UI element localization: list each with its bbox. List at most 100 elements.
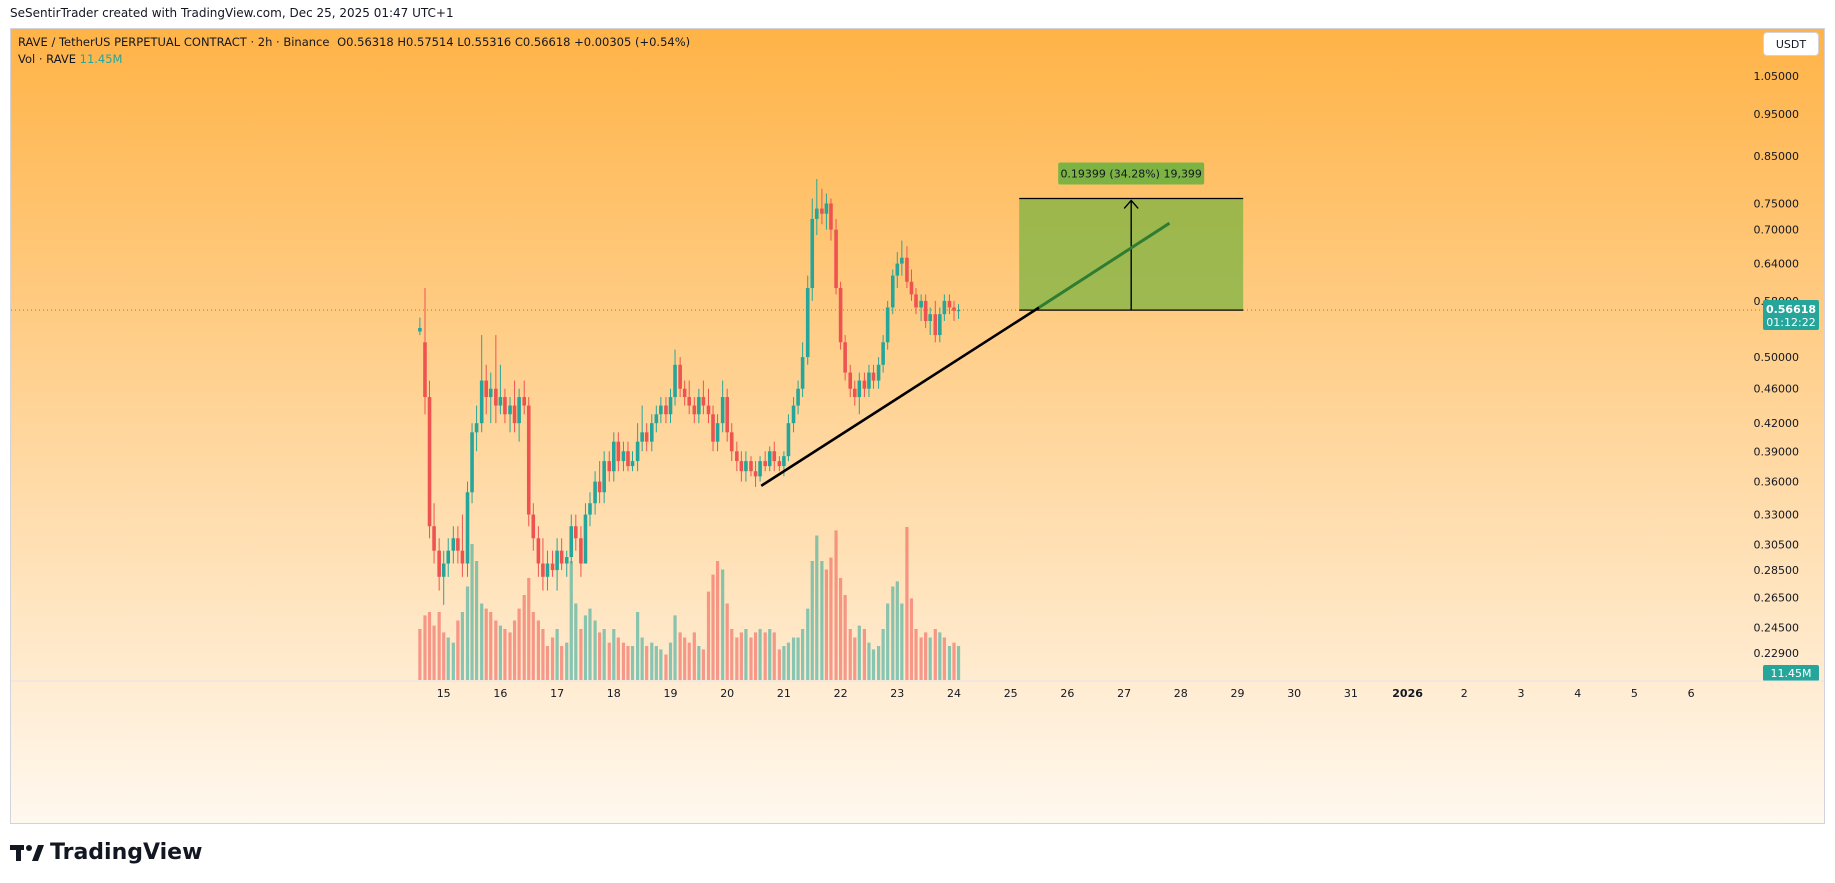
- volume-bar: [952, 642, 956, 680]
- candle: [857, 372, 862, 415]
- candle: [512, 380, 517, 433]
- candle: [796, 380, 800, 415]
- candle: [494, 335, 498, 424]
- candle: [701, 380, 706, 415]
- candle: [895, 251, 900, 289]
- candle-body: [574, 526, 578, 539]
- volume-bar: [839, 578, 843, 680]
- candle-body: [919, 300, 923, 308]
- price-chart[interactable]: 0.19399 (34.28%) 19,399 1.05000 0.95000 0.…: [11, 29, 1824, 823]
- candle-body: [848, 372, 853, 389]
- volume-bar: [607, 642, 611, 680]
- volume-bar: [494, 620, 498, 680]
- currency-button[interactable]: USDT: [1763, 32, 1819, 56]
- volume-bar: [730, 629, 734, 680]
- candle-body: [437, 550, 441, 577]
- volume-bar: [919, 637, 923, 680]
- chart-frame[interactable]: 0.19399 (34.28%) 19,399 1.05000 0.95000 0.…: [10, 28, 1825, 824]
- candle-body: [800, 357, 805, 389]
- volume-bar: [772, 632, 776, 680]
- candle: [583, 503, 588, 564]
- volume-bar: [602, 629, 606, 680]
- candle-body: [829, 203, 833, 230]
- volume-bar: [725, 603, 729, 680]
- symbol-ohlc-line: RAVE / TetherUS PERPETUAL CONTRACT · 2h …: [18, 34, 690, 51]
- candles: [418, 179, 961, 605]
- candle: [947, 294, 952, 315]
- time-tick-label: 21: [777, 687, 791, 700]
- candle: [465, 481, 470, 577]
- volume-bar: [749, 637, 753, 680]
- volume-bar: [550, 637, 555, 680]
- volume-bar: [489, 612, 493, 680]
- volume-bar: [650, 642, 654, 680]
- change-value: +0.00305 (+0.54%): [574, 35, 691, 49]
- candle: [952, 300, 956, 322]
- symbol-title[interactable]: RAVE / TetherUS PERPETUAL CONTRACT · 2h …: [18, 35, 330, 49]
- volume-bar: [942, 637, 946, 680]
- price-tick-label: 1.05000: [1754, 70, 1800, 83]
- candle: [621, 441, 626, 472]
- volume-bar: [531, 612, 535, 680]
- candle: [597, 461, 602, 504]
- candle-body: [517, 397, 521, 424]
- candle: [876, 357, 881, 389]
- volume-bar: [763, 632, 767, 680]
- candle-body: [508, 405, 512, 415]
- volume-bar: [782, 646, 786, 680]
- tradingview-logo[interactable]: TradingView: [10, 840, 202, 865]
- price-tick-label: 0.39000: [1754, 445, 1800, 458]
- candle-body: [659, 405, 663, 415]
- candle: [900, 240, 904, 276]
- candle-body: [952, 307, 956, 311]
- volume-bar: [791, 637, 796, 680]
- candle-body: [905, 257, 909, 282]
- volume-bar: [456, 620, 460, 680]
- candle-body: [928, 314, 932, 322]
- price-tick-label: 0.70000: [1754, 224, 1800, 237]
- candle-body: [810, 218, 815, 289]
- candle: [692, 397, 697, 424]
- candle-body: [664, 405, 668, 415]
- volume-bar: [446, 637, 450, 680]
- time-tick-label: 26: [1060, 687, 1074, 700]
- volume-bar: [569, 561, 573, 680]
- time-tick-label: 28: [1174, 687, 1188, 700]
- volume-bar: [820, 561, 824, 680]
- candle: [607, 451, 612, 482]
- candle-body: [621, 451, 626, 462]
- candle-body: [564, 557, 569, 564]
- volume-bar: [744, 629, 748, 680]
- candle-body: [555, 550, 559, 571]
- volume-label[interactable]: Vol · RAVE: [18, 52, 76, 66]
- candle-body: [933, 314, 938, 336]
- volume-bar: [480, 603, 484, 680]
- candle: [720, 380, 725, 433]
- candle: [460, 514, 465, 577]
- candle-body: [465, 492, 470, 564]
- candle: [852, 380, 857, 406]
- candle-body: [923, 300, 928, 322]
- volume-bar: [503, 629, 507, 680]
- candle: [541, 538, 545, 591]
- time-tick-label: 23: [890, 687, 904, 700]
- volume-bar: [517, 608, 521, 680]
- price-tick-label: 0.28500: [1754, 564, 1800, 577]
- volume-bar: [593, 620, 597, 680]
- candle-body: [942, 300, 947, 315]
- candle: [644, 423, 649, 452]
- time-tick-label: 20: [720, 687, 734, 700]
- candle: [749, 456, 753, 477]
- volume-bar: [451, 642, 455, 680]
- candle: [928, 307, 932, 336]
- volume-bar: [753, 632, 758, 680]
- candle: [616, 432, 621, 472]
- candle-body: [607, 461, 612, 472]
- volume-bar: [886, 603, 890, 680]
- price-tick-label: 0.33000: [1754, 509, 1800, 522]
- volume-bar: [876, 646, 881, 680]
- volume-bar: [701, 649, 705, 680]
- candle-body: [820, 208, 824, 214]
- candle: [862, 372, 867, 398]
- volume-bar: [881, 629, 885, 680]
